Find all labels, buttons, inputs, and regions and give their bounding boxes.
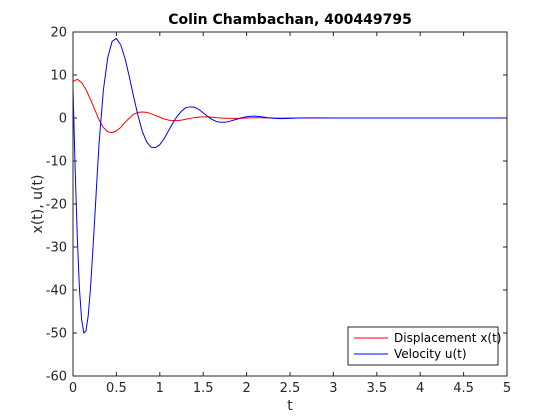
legend: Displacement x(t) Velocity u(t) — [347, 326, 501, 366]
x-tick-label: 2.5 — [280, 381, 301, 396]
series-line-velocity — [73, 37, 507, 334]
x-tick-label: 4 — [416, 381, 424, 396]
x-tick-label: 3.5 — [366, 381, 387, 396]
plot-area — [73, 32, 507, 376]
x-tick-label: 5 — [503, 381, 511, 396]
x-tick-label: 0.5 — [106, 381, 127, 396]
legend-box — [347, 326, 499, 366]
y-axis-label: x(t), u(t) — [30, 175, 46, 234]
y-tick-label: 0 — [59, 112, 67, 127]
y-tick-label: -40 — [46, 284, 67, 299]
x-tick-label: 1 — [156, 381, 164, 396]
x-axis-label: t — [287, 398, 293, 414]
x-tick-label: 4.5 — [453, 381, 474, 396]
y-tick-label: -50 — [46, 327, 67, 342]
y-tick-label: -60 — [46, 370, 67, 385]
y-tick-label: 10 — [50, 69, 67, 84]
legend-entry-label: Velocity u(t) — [394, 347, 467, 361]
axis-ticks: 0 0.5 1 1.5 2 2.5 3 3.5 4 4.5 5 20 10 0 -10 -20 -30 -40 -5… — [46, 26, 511, 397]
x-tick-label: 1.5 — [193, 381, 214, 396]
y-tick-label: -30 — [46, 241, 67, 256]
x-tick-label: 0 — [69, 381, 77, 396]
y-tick-label: -20 — [46, 198, 67, 213]
chart-title: Colin Chambachan, 400449795 — [168, 12, 412, 28]
y-tick-label: 20 — [50, 26, 67, 41]
y-tick-label: -10 — [46, 155, 67, 170]
axes-box — [72, 31, 508, 377]
x-tick-label: 3 — [329, 381, 337, 396]
legend-entry-label: Displacement x(t) — [394, 331, 501, 345]
x-tick-label: 2 — [242, 381, 250, 396]
